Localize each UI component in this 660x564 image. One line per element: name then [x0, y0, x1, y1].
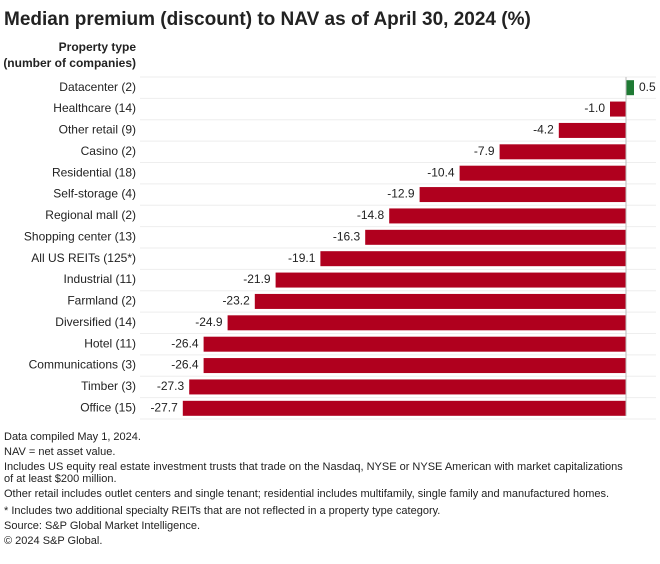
y-tick-label: Farmland (2)	[67, 294, 136, 308]
footnote: NAV = net asset value.	[4, 446, 115, 458]
axis-label: (number of companies)	[3, 56, 136, 70]
bar	[203, 336, 626, 352]
bar	[626, 80, 634, 96]
value-label: -14.8	[357, 208, 385, 222]
y-tick-label: Industrial (11)	[64, 272, 136, 286]
y-tick-label: Healthcare (14)	[53, 101, 136, 115]
bar	[558, 122, 626, 138]
chart-title: Median premium (discount) to NAV as of A…	[4, 9, 531, 30]
bar	[227, 315, 626, 331]
value-label: -26.4	[171, 358, 199, 372]
footnote: * Includes two additional specialty REIT…	[4, 505, 440, 517]
value-label: -4.2	[533, 123, 554, 137]
value-label: -26.4	[171, 336, 199, 350]
y-tick-label: Office (15)	[80, 400, 136, 414]
footnote: Data compiled May 1, 2024.	[4, 431, 141, 443]
bar	[189, 379, 626, 395]
bar	[419, 187, 626, 203]
bar	[365, 229, 626, 245]
y-tick-label: Regional mall (2)	[45, 208, 136, 222]
value-label: -21.9	[243, 272, 271, 286]
bar	[499, 144, 626, 160]
value-label: -27.7	[150, 400, 178, 414]
y-tick-label: Casino (2)	[81, 144, 136, 158]
y-tick-label: Shopping center (13)	[24, 229, 136, 243]
footnote: of at least $200 million.	[4, 473, 117, 485]
footnote: Includes US equity real estate investmen…	[4, 461, 623, 473]
footnote: Source: S&P Global Market Intelligence.	[4, 520, 200, 532]
bar	[182, 400, 627, 416]
footnote: © 2024 S&P Global.	[4, 535, 102, 547]
y-tick-label: Self-storage (4)	[53, 187, 136, 201]
y-tick-label: Diversified (14)	[55, 315, 136, 329]
value-label: -10.4	[427, 165, 455, 179]
value-label: -7.9	[474, 144, 495, 158]
axis-label: Property type	[59, 40, 137, 54]
value-label: -1.0	[584, 101, 605, 115]
bar	[389, 208, 626, 224]
bar	[610, 101, 626, 117]
value-label: -12.9	[387, 187, 415, 201]
value-label: -16.3	[333, 229, 361, 243]
value-label: -23.2	[222, 294, 250, 308]
y-tick-label: Timber (3)	[81, 379, 136, 393]
y-tick-label: Communications (3)	[29, 358, 136, 372]
y-tick-label: Hotel (11)	[84, 336, 136, 350]
bar	[459, 165, 626, 181]
value-label: 0.5	[639, 80, 656, 94]
bar	[203, 358, 626, 374]
value-label: -24.9	[195, 315, 223, 329]
footnote: Other retail includes outlet centers and…	[4, 488, 609, 500]
bar	[320, 251, 626, 267]
bar	[254, 293, 627, 309]
y-tick-label: Datacenter (2)	[59, 80, 136, 94]
value-label: -19.1	[288, 251, 316, 265]
y-tick-label: Other retail (9)	[59, 123, 136, 137]
y-tick-label: All US REITs (125*)	[31, 251, 136, 265]
bar	[275, 272, 626, 288]
value-label: -27.3	[157, 379, 185, 393]
y-tick-label: Residential (18)	[52, 165, 136, 179]
